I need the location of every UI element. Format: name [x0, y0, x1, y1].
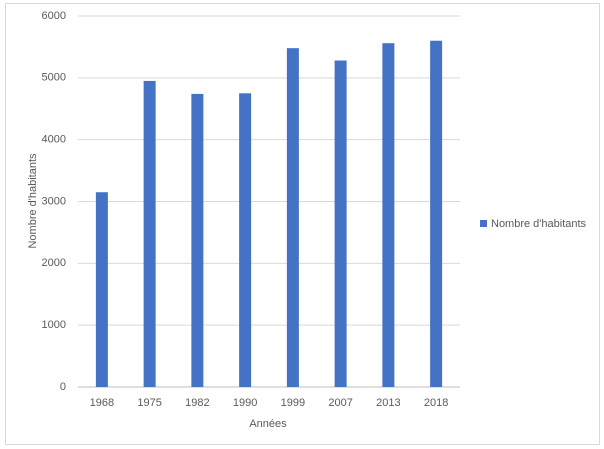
y-tick-label: 2000 — [42, 257, 66, 269]
x-axis-title: Années — [249, 418, 287, 430]
bar — [286, 48, 299, 388]
y-tick-label: 4000 — [42, 134, 66, 146]
bar — [191, 93, 204, 387]
y-tick-label: 6000 — [42, 10, 66, 22]
x-tick-label: 1968 — [90, 397, 114, 409]
bar — [430, 40, 443, 387]
x-tick-label: 1999 — [281, 397, 305, 409]
bar — [334, 60, 347, 388]
y-tick-label: 0 — [60, 381, 66, 393]
x-tick-label: 2007 — [328, 397, 352, 409]
y-tick-label: 5000 — [42, 72, 66, 84]
y-tick-label: 3000 — [42, 195, 66, 207]
y-tick-label: 1000 — [42, 319, 66, 331]
bar — [239, 93, 252, 388]
x-tick-label: 2013 — [376, 397, 400, 409]
x-tick-label: 1975 — [137, 397, 161, 409]
legend-label: Nombre d'habitants — [491, 218, 587, 230]
y-axis-title: Nombre d'habitants — [27, 153, 39, 249]
bar — [382, 43, 395, 387]
bar — [95, 192, 108, 387]
x-tick-label: 1982 — [185, 397, 209, 409]
x-tick-label: 2018 — [424, 397, 448, 409]
legend-swatch — [480, 220, 487, 227]
bar — [143, 80, 156, 388]
x-tick-label: 1990 — [233, 397, 257, 409]
